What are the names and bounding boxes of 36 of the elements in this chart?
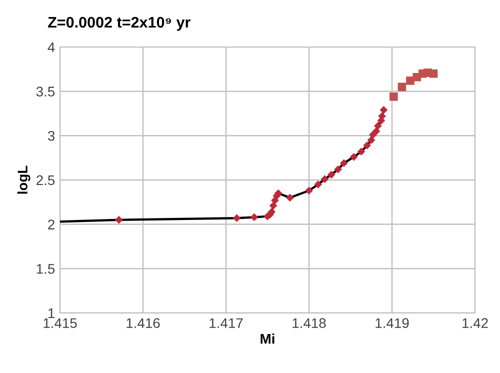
point — [314, 180, 322, 188]
x-tick-label: 1.416 — [126, 318, 160, 328]
x-tick-label: 1.419 — [376, 318, 409, 328]
y-tick-label: 1.5 — [36, 264, 55, 274]
point — [269, 202, 278, 210]
point — [327, 170, 336, 179]
point — [232, 214, 241, 222]
y-axis-title: logL — [17, 166, 30, 194]
x-tick-label: 1.417 — [210, 318, 243, 328]
point — [374, 122, 382, 130]
point — [305, 186, 313, 195]
point — [340, 159, 348, 168]
x-tick-label: 1.42 — [462, 318, 488, 328]
point — [380, 106, 388, 114]
x-tick-label: 1.415 — [44, 318, 77, 328]
y-tick-label: 1 — [48, 308, 54, 318]
x-axis-title: Mi — [260, 334, 274, 344]
y-tick-label: 4 — [48, 42, 55, 52]
point — [334, 165, 342, 174]
y-tick-label: 2.5 — [36, 175, 55, 186]
point — [367, 136, 376, 144]
y-tick-label: 3 — [48, 130, 55, 141]
x-tick-label: 1.418 — [292, 318, 326, 328]
point — [363, 141, 372, 150]
y-tick-label: 2 — [48, 220, 54, 230]
y-tick-label: 3.5 — [36, 86, 55, 96]
point — [398, 82, 406, 92]
point — [115, 216, 123, 224]
point — [389, 92, 398, 101]
point — [357, 148, 366, 156]
point — [429, 69, 438, 78]
point — [320, 175, 329, 184]
point — [350, 152, 358, 161]
point — [286, 194, 294, 202]
point — [250, 213, 258, 222]
chart-title: Z=0.0002 t=2x10⁹ yr — [48, 16, 190, 31]
